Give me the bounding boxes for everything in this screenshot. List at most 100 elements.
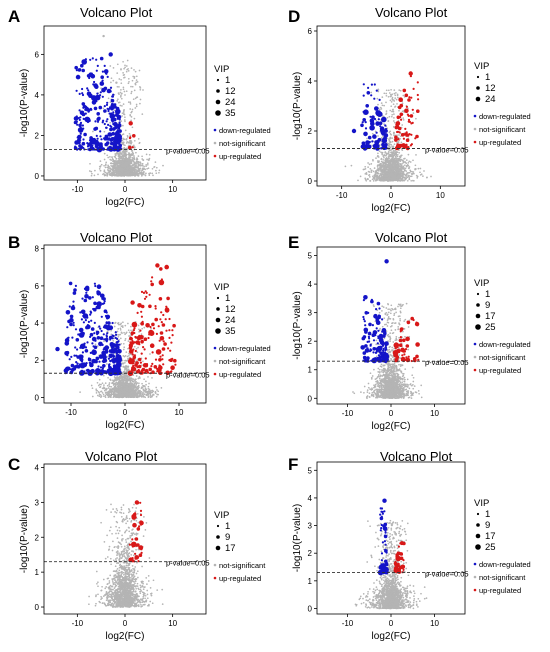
not-significant-point — [132, 174, 135, 177]
down-regulated-point — [109, 86, 113, 89]
up-regulated-point — [159, 318, 162, 321]
down-regulated-point — [99, 91, 102, 94]
not-significant-point — [122, 163, 125, 166]
down-regulated-point — [107, 123, 110, 126]
not-significant-point — [147, 376, 149, 378]
up-regulated-point — [137, 357, 142, 362]
down-regulated-point — [117, 140, 120, 143]
down-regulated-point — [101, 354, 106, 359]
up-regulated-point — [155, 332, 158, 335]
not-significant-point — [108, 166, 111, 168]
not-significant-point — [151, 389, 154, 392]
up-regulated-point — [168, 329, 171, 332]
not-significant-point — [132, 393, 135, 396]
down-regulated-point — [78, 144, 82, 148]
down-regulated-point — [100, 329, 103, 333]
not-significant-point — [128, 132, 131, 135]
not-significant-point — [118, 323, 120, 326]
down-regulated-point — [98, 144, 103, 149]
up-regulated-point — [171, 329, 174, 332]
up-regulated-point — [165, 329, 168, 332]
down-regulated-point — [103, 86, 108, 91]
up-regulated-point — [164, 264, 169, 270]
not-significant-point — [127, 366, 129, 369]
not-significant-point — [131, 108, 134, 111]
not-significant-point — [122, 150, 125, 152]
not-significant-point — [113, 582, 116, 584]
down-regulated-point — [75, 115, 78, 118]
not-significant-point — [109, 167, 112, 170]
not-significant-point — [147, 159, 150, 162]
not-significant-point — [122, 86, 125, 89]
down-regulated-point — [81, 331, 85, 336]
not-significant-point — [129, 103, 132, 105]
not-significant-point — [120, 508, 123, 511]
not-significant-point — [105, 389, 108, 391]
not-significant-point — [112, 603, 115, 606]
not-significant-point — [139, 389, 141, 392]
down-regulated-point — [87, 118, 91, 123]
not-significant-point — [126, 355, 129, 358]
not-significant-point — [154, 161, 157, 163]
legend-group-marker — [213, 128, 217, 132]
down-regulated-point — [114, 331, 117, 334]
not-significant-point — [109, 156, 111, 158]
not-significant-point — [123, 90, 126, 93]
not-significant-point — [127, 395, 130, 398]
down-regulated-point — [106, 118, 109, 121]
not-significant-point — [114, 395, 117, 398]
down-regulated-point — [85, 291, 88, 294]
not-significant-point — [103, 389, 106, 392]
not-significant-point — [137, 161, 140, 164]
not-significant-point — [120, 543, 122, 546]
up-regulated-point — [158, 297, 163, 301]
down-regulated-point — [105, 103, 109, 106]
not-significant-point — [151, 167, 154, 170]
not-significant-point — [116, 100, 119, 102]
not-significant-point — [123, 377, 126, 380]
not-significant-point — [103, 158, 106, 161]
down-regulated-point — [81, 124, 84, 127]
not-significant-point — [127, 393, 130, 396]
not-significant-point — [144, 174, 147, 177]
not-significant-point — [122, 321, 124, 324]
down-regulated-point — [107, 109, 110, 113]
not-significant-point — [110, 329, 112, 332]
not-significant-point — [125, 516, 128, 519]
not-significant-point — [121, 377, 124, 380]
legend-group-marker — [213, 154, 217, 158]
not-significant-point — [123, 153, 126, 155]
not-significant-point — [132, 378, 135, 381]
not-significant-point — [112, 339, 115, 342]
not-significant-point — [125, 70, 128, 73]
not-significant-point — [124, 359, 126, 362]
not-significant-point — [141, 386, 144, 389]
not-significant-point — [155, 395, 158, 398]
not-significant-point — [121, 359, 124, 362]
not-significant-point — [128, 331, 131, 334]
down-regulated-point — [79, 132, 82, 135]
not-significant-point — [120, 94, 122, 97]
not-significant-point — [110, 81, 112, 84]
not-significant-point — [142, 388, 145, 391]
not-significant-point — [148, 172, 150, 175]
not-significant-point — [143, 378, 145, 381]
down-regulated-point — [97, 365, 100, 368]
not-significant-point — [125, 142, 128, 144]
not-significant-point — [98, 378, 101, 381]
down-regulated-point — [100, 315, 103, 318]
not-significant-point — [122, 580, 125, 582]
down-regulated-point — [75, 69, 78, 72]
not-significant-point — [138, 395, 141, 398]
not-significant-point — [110, 563, 112, 566]
not-significant-point — [123, 545, 126, 548]
not-significant-point — [122, 156, 125, 158]
not-significant-point — [135, 105, 138, 108]
up-regulated-point — [159, 355, 162, 358]
down-regulated-point — [101, 343, 104, 346]
up-regulated-point — [156, 368, 161, 373]
not-significant-point — [110, 159, 113, 161]
not-significant-point — [122, 157, 125, 160]
up-regulated-point — [151, 351, 154, 354]
not-significant-point — [133, 385, 136, 387]
